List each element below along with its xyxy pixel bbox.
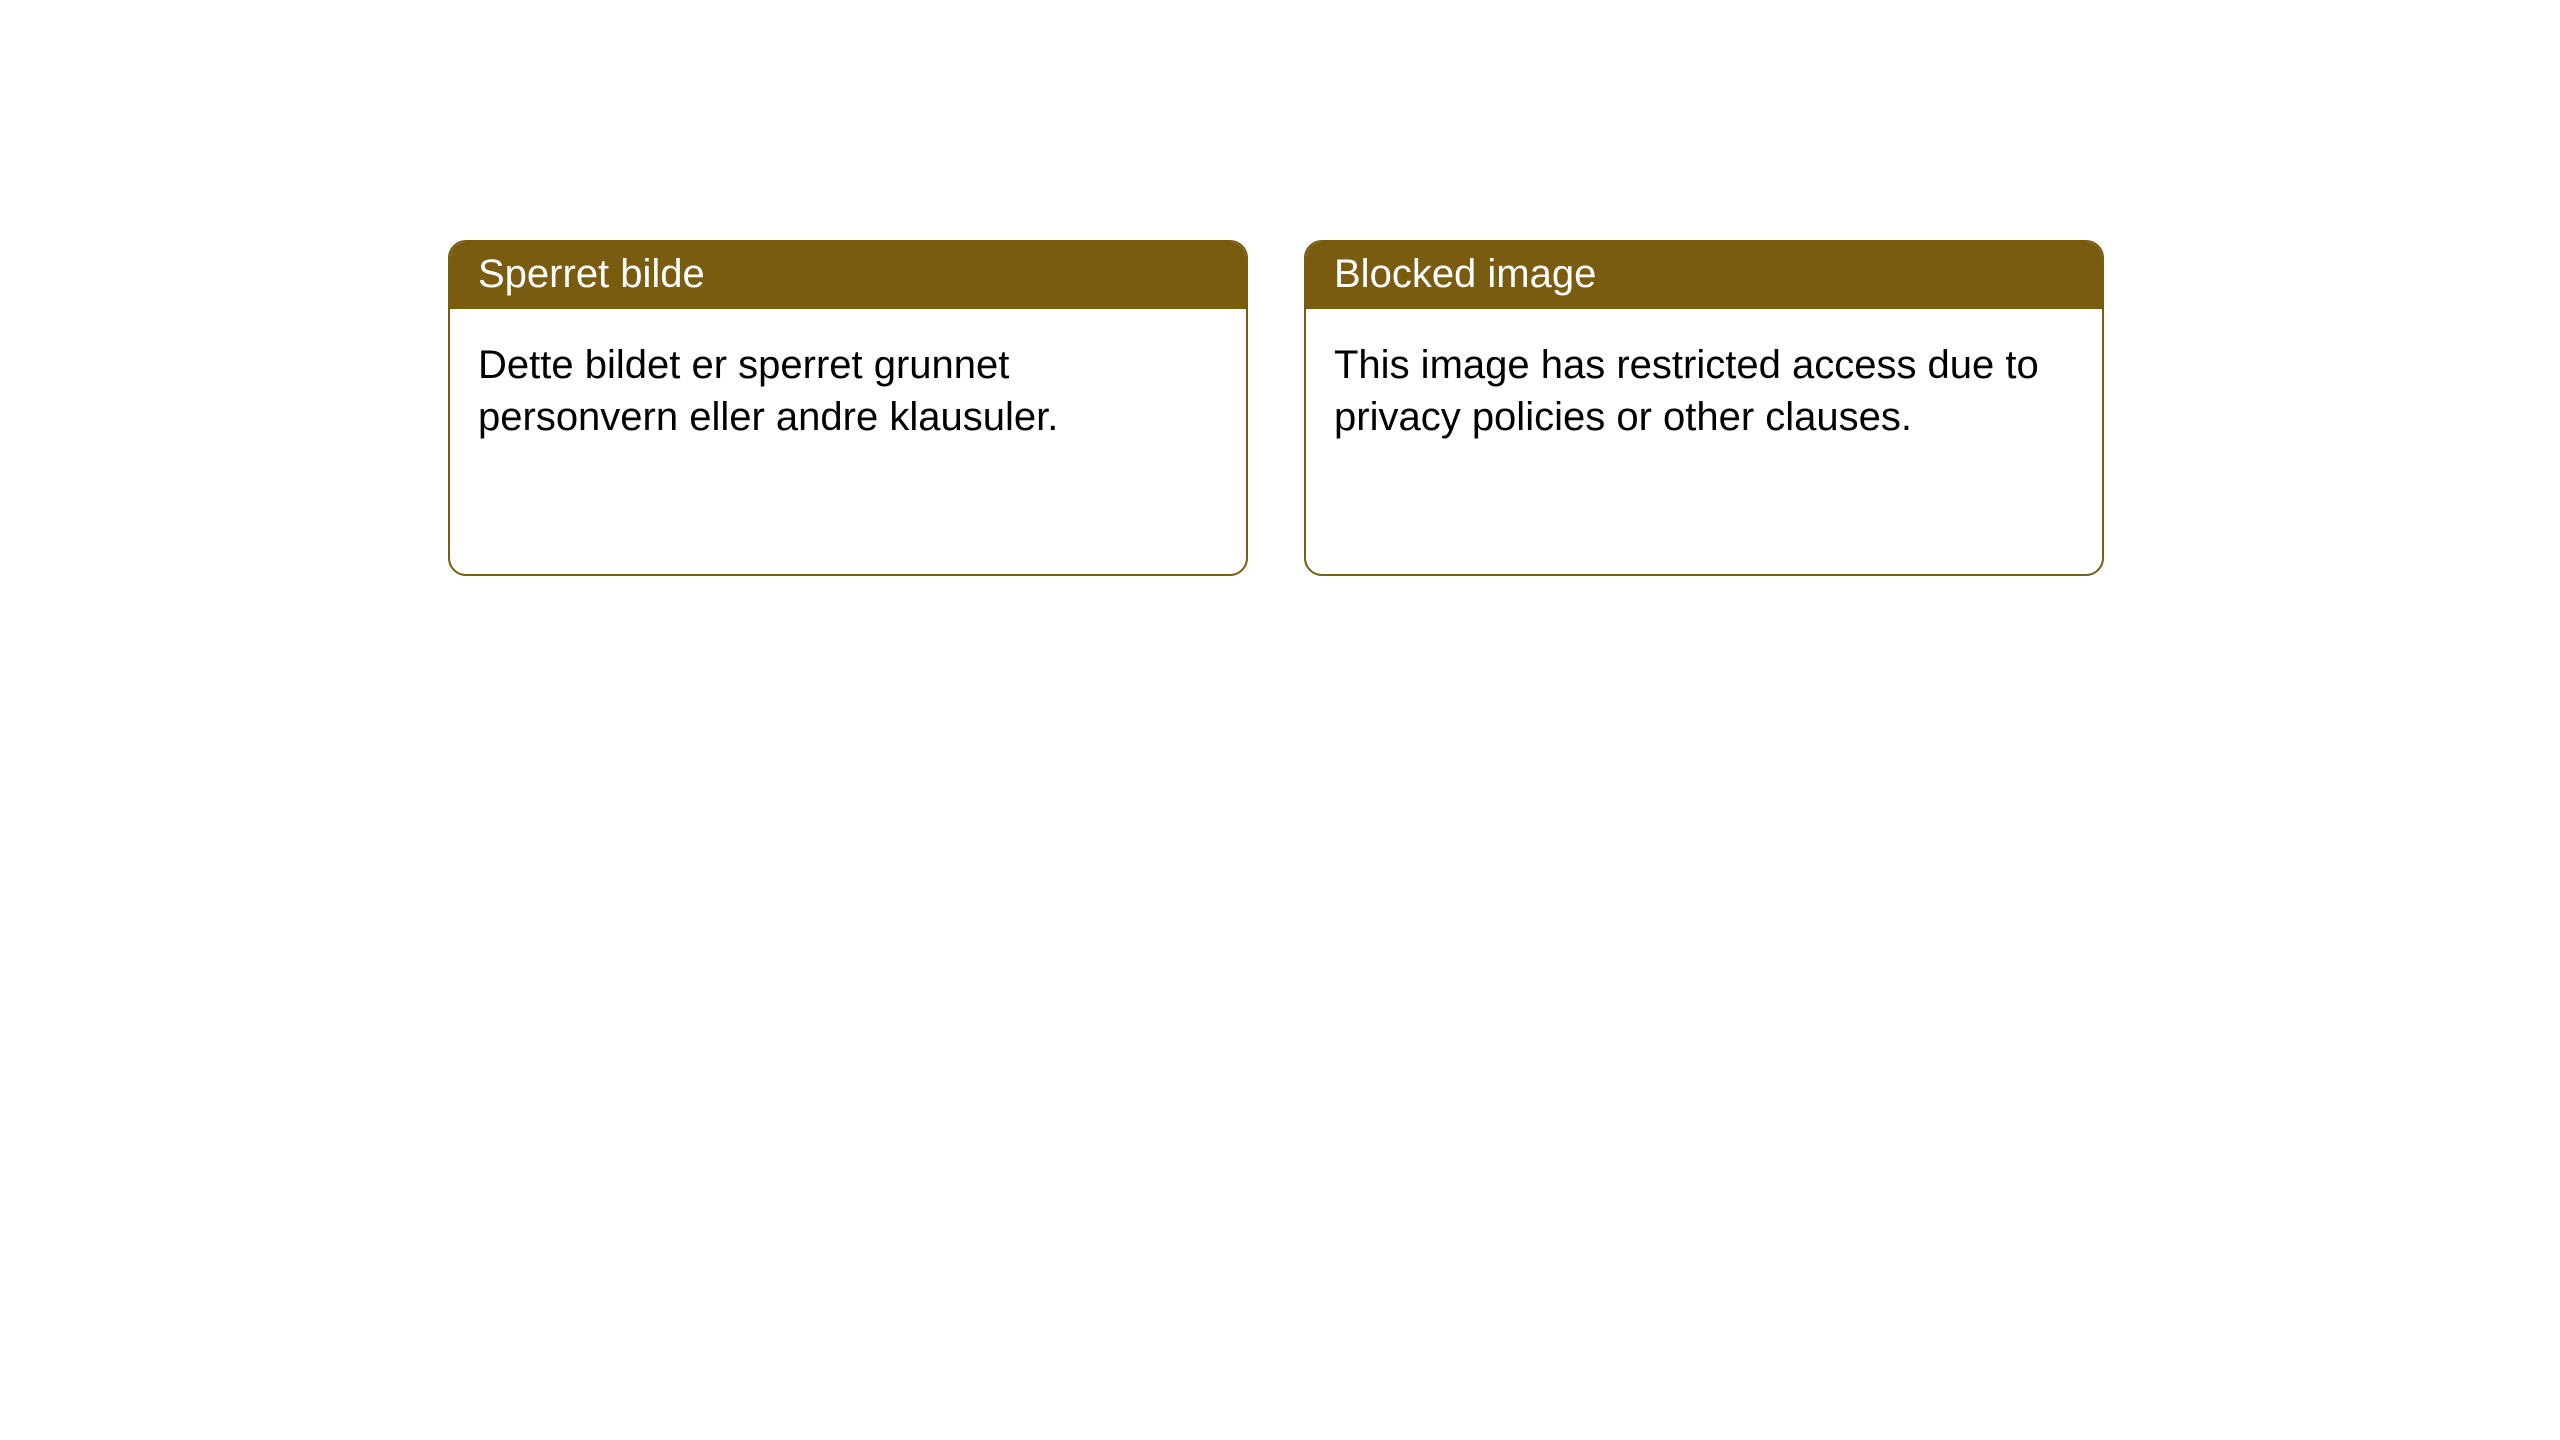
card-header-english: Blocked image <box>1306 242 2102 309</box>
blocked-image-card-norwegian: Sperret bilde Dette bildet er sperret gr… <box>448 240 1248 576</box>
blocked-image-card-english: Blocked image This image has restricted … <box>1304 240 2104 576</box>
card-header-norwegian: Sperret bilde <box>450 242 1246 309</box>
card-body-english: This image has restricted access due to … <box>1306 309 2102 473</box>
card-body-norwegian: Dette bildet er sperret grunnet personve… <box>450 309 1246 473</box>
notice-cards-container: Sperret bilde Dette bildet er sperret gr… <box>0 0 2560 576</box>
